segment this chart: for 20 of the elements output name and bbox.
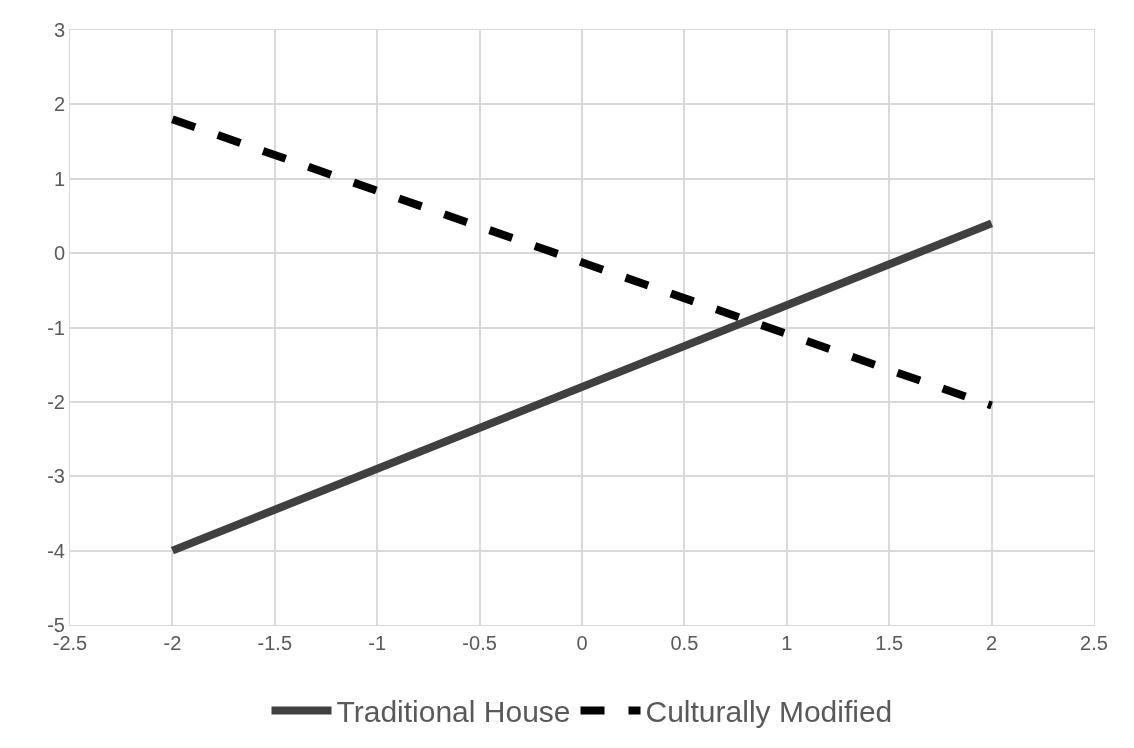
y-tick-label: 1 xyxy=(53,167,65,190)
x-tick-label: 1 xyxy=(781,632,793,654)
x-tick-label: -2 xyxy=(163,632,182,654)
y-tick-label: -4 xyxy=(47,539,65,562)
x-tick-label: 1.5 xyxy=(875,632,904,654)
x-tick-label: 0.5 xyxy=(670,632,699,654)
y-tick-label: 3 xyxy=(53,19,65,41)
y-tick-label: 0 xyxy=(53,242,65,265)
x-tick-label: 2.5 xyxy=(1080,632,1108,654)
legend-label: Culturally Modified xyxy=(645,695,893,729)
y-tick-label: 2 xyxy=(53,93,65,116)
x-tick-label: -1.5 xyxy=(257,632,293,654)
x-tick-label: 0 xyxy=(576,632,588,654)
x-tick-label: 2 xyxy=(986,632,998,654)
y-tick-label: -1 xyxy=(47,316,65,339)
x-tick-label: -1 xyxy=(368,632,387,654)
y-tick-label: -2 xyxy=(47,390,65,413)
x-tick-label: -0.5 xyxy=(462,632,497,654)
legend-label: Traditional House xyxy=(336,695,571,729)
y-tick-label: -3 xyxy=(47,465,65,488)
